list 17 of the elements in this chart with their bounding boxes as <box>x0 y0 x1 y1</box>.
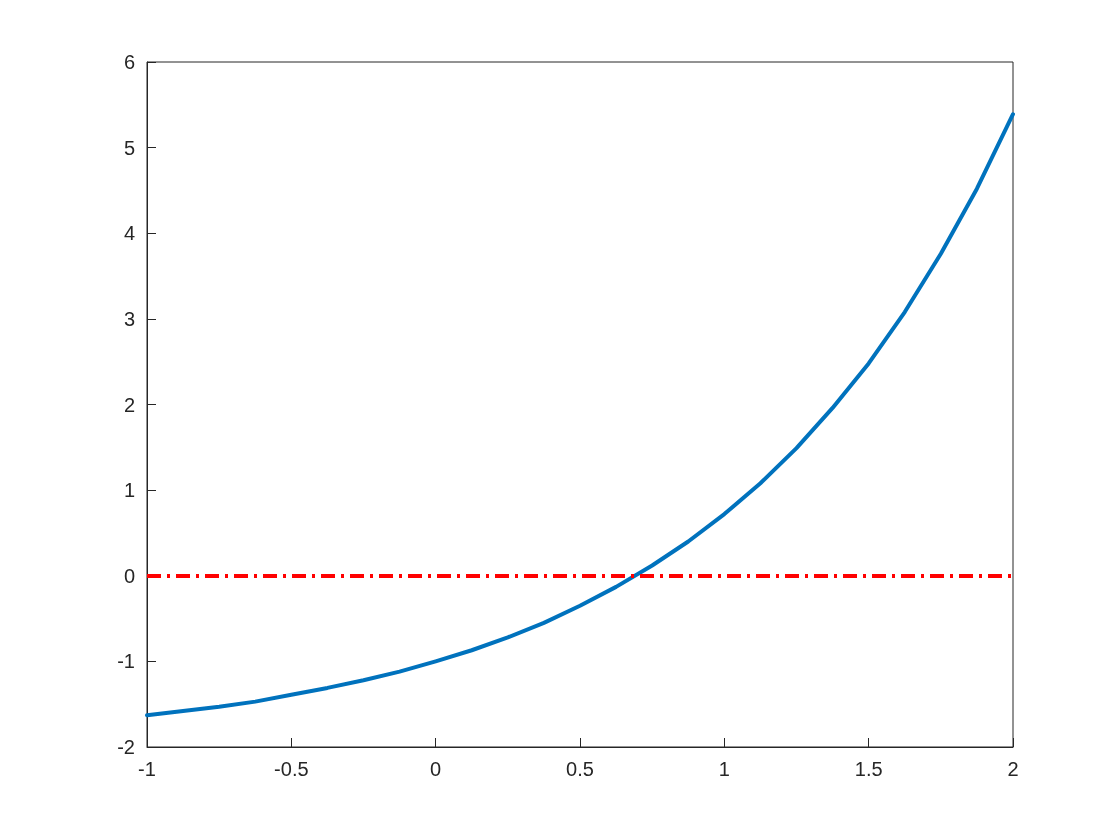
y-tick-label: -1 <box>117 650 135 673</box>
x-tick-label: 1 <box>718 758 730 780</box>
x-tick-label: -0.5 <box>274 758 309 780</box>
x-tick-label: 0.5 <box>566 758 594 780</box>
y-tick-label: 0 <box>123 564 135 587</box>
x-tick-label: 0 <box>430 758 442 780</box>
x-tick-label: 2 <box>1007 758 1019 780</box>
y-tick-label: 6 <box>123 51 135 73</box>
y-tick-label: -2 <box>117 736 135 758</box>
y-tick-label: 1 <box>123 479 135 502</box>
x-tick-label: 1.5 <box>854 758 883 780</box>
y-tick-label: 5 <box>123 136 135 159</box>
y-tick-label: 4 <box>123 222 135 245</box>
y-tick-label: 2 <box>123 393 135 416</box>
line-series <box>145 112 1015 718</box>
y-tick-label: 3 <box>123 307 135 330</box>
x-tick-label: -1 <box>138 758 156 780</box>
